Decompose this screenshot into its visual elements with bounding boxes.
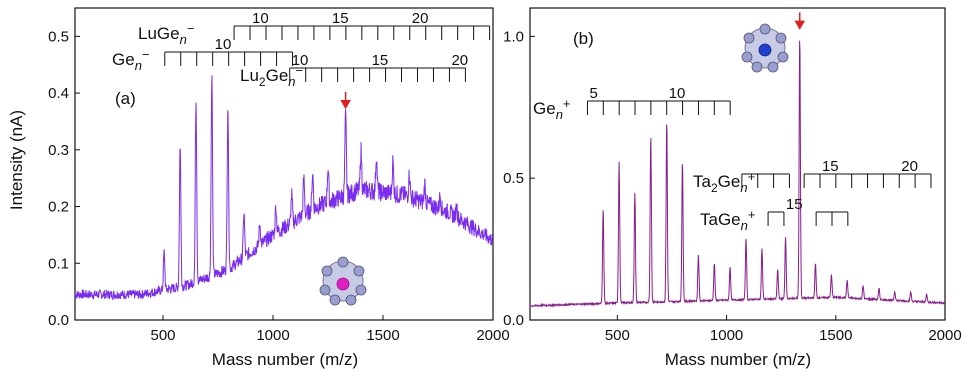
y-tick-label: 0.4 xyxy=(48,85,69,102)
comb-number-label: 15 xyxy=(332,10,349,27)
y-tick-label: 0.5 xyxy=(503,170,524,187)
panel-b: 0.0 0.5 1.0 500 1000 1500 2000 5 10 Gen+ Ta2Gen+… xyxy=(503,7,962,344)
y-tick-label: 0.3 xyxy=(48,142,69,159)
comb-number-label: 10 xyxy=(215,36,232,53)
panel-a-x-axis-label: Mass number (m/z) xyxy=(212,350,358,369)
panel-a-combs: 10 15 20 LuGen− 10 Gen− 10 15 20 Lu2Gen− xyxy=(112,10,491,89)
y-tick-label: 0.0 xyxy=(503,312,524,329)
panel-b-label: (b) xyxy=(573,29,594,48)
panel-a-y-ticks: 0.0 0.1 0.2 0.3 0.4 0.5 xyxy=(48,28,80,329)
x-tick-label: 2000 xyxy=(928,327,961,344)
panel-b-combs: 5 10 Gen+ Ta2Gen+ 15 20 15 TaGen+ xyxy=(533,85,932,233)
comb-number-label: 5 xyxy=(589,85,597,102)
comb-species-label: Gen− xyxy=(112,47,150,73)
comb-species-label: LuGen− xyxy=(138,21,194,47)
panel-b-x-ticks: 500 1000 1500 2000 xyxy=(605,315,962,344)
x-tick-label: 1000 xyxy=(710,327,743,344)
panel-b-cluster-structure xyxy=(741,23,789,73)
panel-a: 0.0 0.1 0.2 0.3 0.4 0.5 500 1000 1500 2000 10 15 2… xyxy=(48,7,510,344)
x-tick-label: 500 xyxy=(150,327,175,344)
y-tick-label: 0.1 xyxy=(48,255,69,272)
panel-b-y-ticks: 0.0 0.5 1.0 xyxy=(503,28,535,329)
y-tick-label: 0.2 xyxy=(48,199,69,216)
x-tick-label: 1000 xyxy=(256,327,289,344)
panel-a-highlight-arrow xyxy=(340,91,351,110)
panel-a-spectrum-line xyxy=(74,75,494,301)
comb-number-label: 10 xyxy=(292,52,309,69)
comb-number-label: 15 xyxy=(822,158,839,175)
panel-b-highlight-arrow xyxy=(794,12,806,30)
x-tick-label: 500 xyxy=(605,327,630,344)
panel-a-label: (a) xyxy=(115,89,136,108)
panel-b-frame xyxy=(529,7,946,321)
comb-species-label: TaGen+ xyxy=(700,207,755,233)
comb-species-label: Ta2Gen+ xyxy=(693,169,755,195)
comb-number-label: 20 xyxy=(412,10,429,27)
panel-a-frame xyxy=(74,7,494,321)
x-tick-label: 1500 xyxy=(366,327,399,344)
x-tick-label: 2000 xyxy=(476,327,509,344)
y-tick-label: 0.5 xyxy=(48,28,69,45)
y-tick-label: 1.0 xyxy=(503,28,524,45)
panel-b-x-axis-label: Mass number (m/z) xyxy=(665,350,811,369)
y-axis-label: Intensity (nA) xyxy=(7,110,26,210)
comb-number-label: 15 xyxy=(786,196,803,213)
y-tick-label: 0.0 xyxy=(48,312,69,329)
comb-number-label: 10 xyxy=(252,10,269,27)
comb-species-label: Lu2Gen− xyxy=(240,63,303,89)
panel-a-cluster-structure xyxy=(319,256,367,306)
panel-a-x-ticks: 500 1000 1500 2000 xyxy=(150,315,510,344)
comb-number-label: 20 xyxy=(451,52,468,69)
x-tick-label: 1500 xyxy=(819,327,852,344)
comb-number-label: 15 xyxy=(372,52,389,69)
panel-b-spectrum-line xyxy=(529,40,945,308)
comb-number-label: 20 xyxy=(901,158,918,175)
comb-species-label: Gen+ xyxy=(533,96,571,122)
comb-number-label: 10 xyxy=(669,85,686,102)
